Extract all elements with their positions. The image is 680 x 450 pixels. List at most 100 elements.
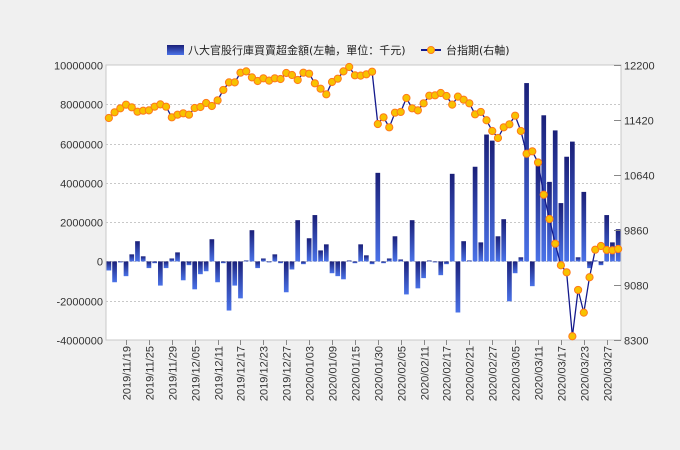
- index-point: [207, 101, 216, 111]
- bar: [180, 261, 186, 281]
- left-tick-label: -2000000: [57, 297, 104, 309]
- x-axis: 2019/11/19 2019/11/25 2019/11/29 2019/12/05…: [122, 340, 615, 401]
- bar: [106, 261, 112, 271]
- x-tick-label: 2020/03/23: [580, 346, 592, 401]
- bar: [415, 261, 421, 289]
- index-point: [585, 273, 594, 282]
- index-point: [385, 123, 394, 132]
- index-point: [476, 107, 485, 117]
- bar: [541, 115, 547, 262]
- left-tick-label: 0: [97, 257, 103, 269]
- index-point: [614, 244, 623, 254]
- bar: [489, 140, 495, 262]
- index-point: [184, 110, 194, 119]
- index-point: [448, 100, 457, 109]
- bar: [112, 261, 117, 283]
- x-tick-label: 2019/12/27: [282, 346, 294, 401]
- left-tick-label: 10000000: [54, 61, 103, 73]
- bar: [392, 236, 398, 262]
- bar: [295, 220, 301, 262]
- bar: [592, 260, 598, 262]
- x-tick-label: 2020/02/27: [488, 346, 500, 401]
- right-tick-label: 10640: [624, 171, 655, 183]
- index-point: [104, 113, 113, 123]
- x-tick-label: 2020/02/05: [397, 346, 409, 401]
- bar: [306, 238, 312, 262]
- index-point: [579, 308, 588, 317]
- bar: [581, 191, 587, 262]
- bar: [146, 261, 152, 269]
- left-axis: 10000000 8000000 6000000 4000000 2000000 0 -20…: [54, 61, 103, 348]
- bar: [129, 254, 135, 262]
- bar: [249, 230, 255, 262]
- legend-bar-swatch: [167, 45, 184, 55]
- index-point: [379, 113, 388, 122]
- x-tick-label: 2020/02/11: [420, 346, 432, 400]
- right-axis: 12200 11420 10640 9860 9080 8300: [614, 61, 655, 348]
- bar: [524, 83, 529, 262]
- bar: [369, 261, 375, 265]
- index-point: [556, 261, 566, 270]
- index-point: [144, 106, 154, 115]
- left-tick-label: -4000000: [57, 336, 104, 348]
- index-point: [591, 245, 600, 254]
- bar: [346, 260, 352, 262]
- bar: [283, 261, 289, 293]
- index-point: [161, 102, 171, 111]
- index-point: [339, 67, 348, 76]
- index-point: [247, 73, 257, 82]
- index-point: [367, 67, 377, 76]
- bar: [123, 261, 129, 277]
- index-point: [116, 104, 125, 113]
- x-tick-label: 2019/12/11: [214, 346, 226, 400]
- index-point: [242, 67, 251, 76]
- bar: [507, 261, 512, 302]
- bar: [175, 252, 180, 262]
- bar: [323, 244, 329, 262]
- index-point: [127, 103, 136, 112]
- index-point: [562, 268, 571, 277]
- bar: [484, 134, 489, 262]
- index-point: [465, 99, 474, 108]
- index-point: [419, 99, 428, 108]
- index-point: [396, 107, 405, 117]
- index-point: [511, 111, 520, 120]
- bar: [512, 261, 518, 274]
- bar: [381, 261, 386, 264]
- index-point: [482, 116, 491, 125]
- bar: [564, 156, 569, 262]
- right-tick-label: 8300: [624, 336, 648, 348]
- index-point: [196, 102, 205, 112]
- index-point: [442, 91, 451, 101]
- bar: [375, 172, 381, 262]
- x-tick-label: 2019/12/17: [236, 346, 248, 401]
- x-tick-label: 2020/02/21: [465, 346, 477, 401]
- bar: [238, 261, 243, 299]
- bar: [318, 250, 323, 262]
- bar: [192, 261, 198, 290]
- bar: [570, 141, 575, 262]
- x-tick-label: 2020/02/17: [442, 346, 454, 401]
- bar: [518, 257, 524, 262]
- bar: [552, 130, 558, 262]
- bar: [558, 203, 564, 262]
- index-point: [110, 108, 119, 117]
- bar-series: [106, 83, 621, 313]
- bar: [226, 261, 232, 311]
- index-point: [413, 106, 422, 115]
- x-tick-label: 2019/11/25: [145, 346, 157, 400]
- x-tick-label: 2020/01/15: [351, 346, 363, 401]
- bar: [329, 261, 335, 274]
- index-point: [402, 93, 411, 103]
- bar: [587, 261, 592, 269]
- bar: [358, 244, 363, 262]
- bar: [478, 242, 484, 262]
- index-point: [533, 158, 543, 167]
- index-point: [293, 75, 302, 85]
- index-point: [276, 74, 285, 84]
- bar: [364, 255, 369, 262]
- bar: [432, 261, 438, 263]
- x-tick-label: 2020/01/09: [328, 346, 340, 401]
- bar: [455, 261, 461, 313]
